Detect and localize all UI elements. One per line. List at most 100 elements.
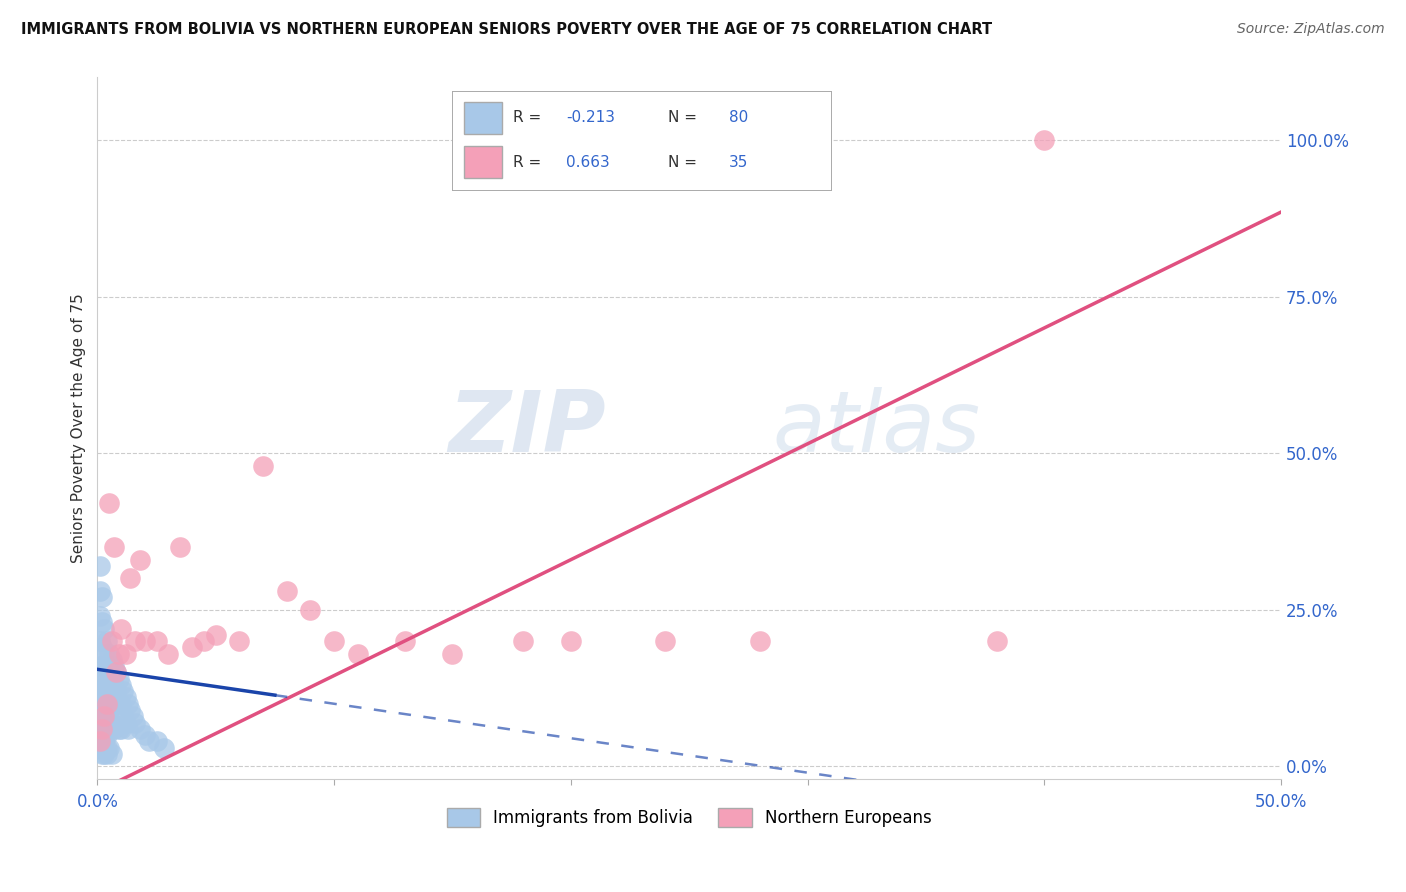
Point xyxy=(91,659,114,673)
Point xyxy=(117,697,139,711)
Point xyxy=(91,678,114,692)
Point xyxy=(120,703,142,717)
Point xyxy=(105,684,128,698)
Point xyxy=(654,634,676,648)
Point xyxy=(96,697,118,711)
Point xyxy=(89,734,111,748)
Point xyxy=(100,690,122,705)
Point xyxy=(157,647,180,661)
Point xyxy=(91,703,114,717)
Point xyxy=(169,540,191,554)
Point xyxy=(93,747,115,761)
Point xyxy=(560,634,582,648)
Point xyxy=(129,722,152,736)
Point xyxy=(89,709,111,723)
Point xyxy=(114,715,136,730)
Point xyxy=(252,458,274,473)
Point xyxy=(103,678,125,692)
Point xyxy=(96,728,118,742)
Y-axis label: Seniors Poverty Over the Age of 75: Seniors Poverty Over the Age of 75 xyxy=(72,293,86,563)
Point xyxy=(89,684,111,698)
Point xyxy=(105,665,128,680)
Point xyxy=(96,747,118,761)
Point xyxy=(394,634,416,648)
Point xyxy=(1033,133,1056,147)
Point xyxy=(100,653,122,667)
Point xyxy=(93,697,115,711)
Point xyxy=(749,634,772,648)
Point xyxy=(91,591,114,605)
Point xyxy=(120,572,142,586)
Point xyxy=(512,634,534,648)
Point xyxy=(110,678,132,692)
Text: atlas: atlas xyxy=(772,386,980,470)
Point xyxy=(93,734,115,748)
Point xyxy=(91,734,114,748)
Point xyxy=(105,709,128,723)
Point xyxy=(98,665,121,680)
Point xyxy=(276,584,298,599)
Point xyxy=(93,665,115,680)
Point xyxy=(89,697,111,711)
Point xyxy=(103,722,125,736)
Point xyxy=(96,697,118,711)
Point xyxy=(134,634,156,648)
Point xyxy=(323,634,346,648)
Point xyxy=(986,634,1008,648)
Legend: Immigrants from Bolivia, Northern Europeans: Immigrants from Bolivia, Northern Europe… xyxy=(440,801,938,834)
Point xyxy=(112,684,135,698)
Point xyxy=(114,690,136,705)
Point xyxy=(100,747,122,761)
Point xyxy=(98,703,121,717)
Point xyxy=(93,709,115,723)
Point xyxy=(228,634,250,648)
Point xyxy=(105,665,128,680)
Point xyxy=(152,740,174,755)
Point xyxy=(117,722,139,736)
Point xyxy=(181,640,204,655)
Point xyxy=(91,615,114,630)
Point xyxy=(145,734,167,748)
Point xyxy=(91,690,114,705)
Point xyxy=(89,728,111,742)
Point xyxy=(107,672,129,686)
Point xyxy=(96,740,118,755)
Point xyxy=(89,634,111,648)
Point xyxy=(93,734,115,748)
Point xyxy=(299,603,322,617)
Text: Source: ZipAtlas.com: Source: ZipAtlas.com xyxy=(1237,22,1385,37)
Point xyxy=(91,722,114,736)
Point xyxy=(93,647,115,661)
Point xyxy=(100,715,122,730)
Point xyxy=(91,715,114,730)
Point xyxy=(91,640,114,655)
Point xyxy=(91,740,114,755)
Point xyxy=(110,722,132,736)
Point xyxy=(96,659,118,673)
Point xyxy=(107,722,129,736)
Point xyxy=(100,634,122,648)
Text: ZIP: ZIP xyxy=(449,386,606,470)
Point xyxy=(103,540,125,554)
Point xyxy=(124,634,146,648)
Point xyxy=(100,672,122,686)
Point xyxy=(138,734,160,748)
Point xyxy=(98,647,121,661)
Point xyxy=(89,672,111,686)
Point xyxy=(98,496,121,510)
Point xyxy=(93,722,115,736)
Point xyxy=(124,715,146,730)
Point xyxy=(98,684,121,698)
Point xyxy=(93,622,115,636)
Point xyxy=(93,709,115,723)
Point xyxy=(93,684,115,698)
Point xyxy=(91,747,114,761)
Point xyxy=(110,622,132,636)
Point xyxy=(89,558,111,573)
Point xyxy=(121,709,143,723)
Point xyxy=(96,709,118,723)
Point xyxy=(129,552,152,566)
Point xyxy=(89,609,111,624)
Point xyxy=(96,678,118,692)
Point xyxy=(96,634,118,648)
